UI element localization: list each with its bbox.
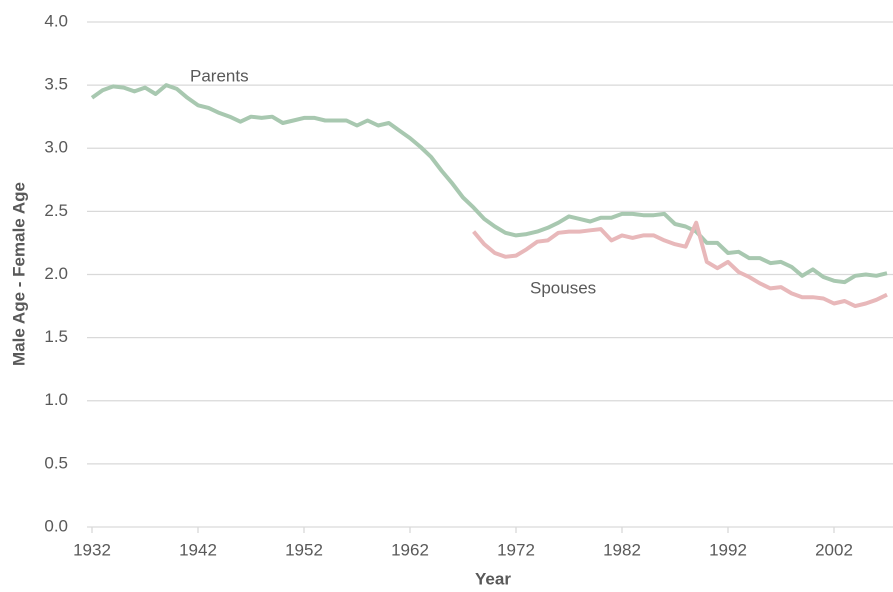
series-line [90,83,888,285]
y-tick-label: 2.5 [44,201,68,220]
y-axis-title: Male Age - Female Age [9,182,28,366]
y-tick-label: 3.5 [44,75,68,94]
x-tick-label: 1932 [73,540,111,559]
y-tick-label: 0.5 [44,453,68,472]
series-line [472,220,888,309]
series-label: Parents [190,66,249,85]
x-tick-label: 2002 [815,540,853,559]
x-tick-label: 1992 [709,540,747,559]
series-label: Spouses [530,278,596,297]
y-tick-label: 3.0 [44,138,68,157]
x-tick-label: 1982 [603,540,641,559]
x-tick-label: 1972 [497,540,535,559]
x-tick-label: 1962 [391,540,429,559]
y-tick-label: 1.5 [44,327,68,346]
y-tick-label: 1.0 [44,390,68,409]
y-tick-label: 2.0 [44,264,68,283]
y-tick-label: 0.0 [44,516,68,535]
x-tick-label: 1952 [285,540,323,559]
y-tick-label: 4.0 [44,11,68,30]
x-axis-title: Year [475,569,511,588]
x-tick-label: 1942 [179,540,217,559]
